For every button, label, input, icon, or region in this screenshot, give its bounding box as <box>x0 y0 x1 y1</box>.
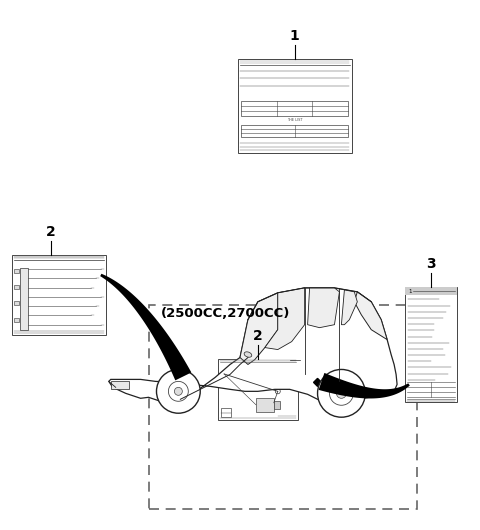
Bar <box>405 287 457 402</box>
Bar <box>241 101 348 116</box>
Polygon shape <box>341 290 357 325</box>
Polygon shape <box>240 293 278 365</box>
Text: THE LIST: THE LIST <box>287 118 302 122</box>
Circle shape <box>156 369 200 413</box>
Text: 1: 1 <box>408 289 411 294</box>
Bar <box>405 287 457 295</box>
Bar <box>256 398 274 412</box>
Bar <box>14 317 19 322</box>
Bar <box>148 305 417 509</box>
Circle shape <box>168 382 188 401</box>
Polygon shape <box>354 292 387 340</box>
Bar <box>218 358 298 420</box>
Bar <box>221 408 231 417</box>
Bar <box>14 302 19 305</box>
Polygon shape <box>109 288 397 401</box>
Circle shape <box>329 382 353 405</box>
Text: 3: 3 <box>426 258 436 271</box>
Bar <box>20 268 28 330</box>
Polygon shape <box>180 376 190 386</box>
Bar <box>238 59 352 153</box>
Circle shape <box>174 387 182 395</box>
Polygon shape <box>319 373 410 399</box>
Ellipse shape <box>244 352 252 357</box>
Text: 2: 2 <box>253 329 263 342</box>
Polygon shape <box>100 274 192 381</box>
Bar <box>14 269 19 273</box>
Text: 1: 1 <box>290 29 300 43</box>
Text: 2: 2 <box>46 225 56 239</box>
Polygon shape <box>313 378 322 386</box>
Bar <box>12 255 106 334</box>
Circle shape <box>318 369 365 417</box>
Polygon shape <box>265 288 305 350</box>
Bar <box>111 382 129 390</box>
Bar <box>241 125 348 137</box>
Bar <box>14 285 19 289</box>
Circle shape <box>336 388 347 399</box>
Text: (2500CC,2700CC): (2500CC,2700CC) <box>160 307 290 320</box>
Bar <box>274 401 280 409</box>
Polygon shape <box>308 288 339 328</box>
